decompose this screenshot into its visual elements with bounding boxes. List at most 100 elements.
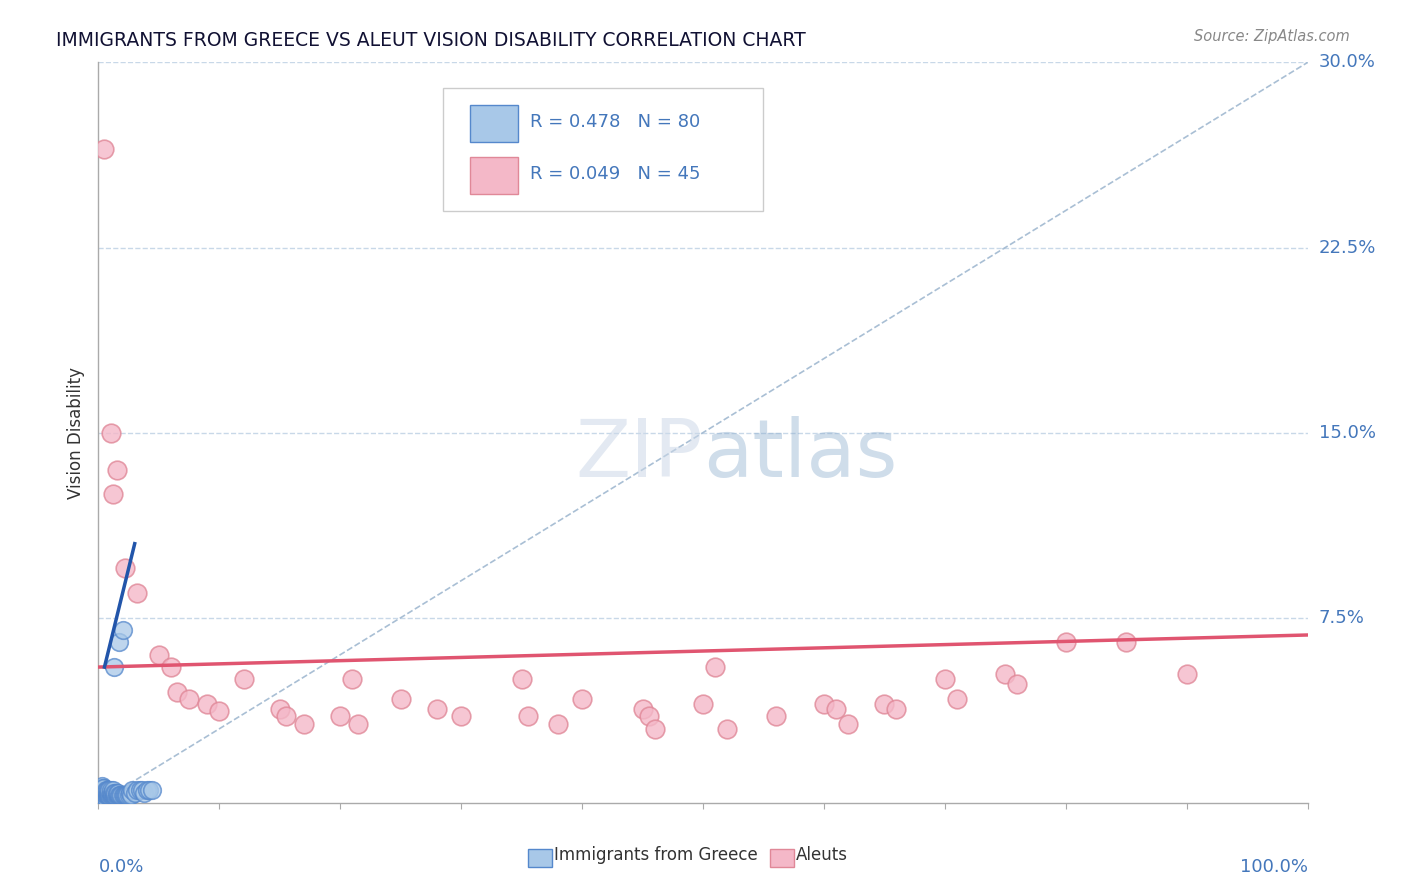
Point: [837, 716, 859, 731]
Point: [631, 702, 654, 716]
Point: [91, 793, 114, 807]
Point: [644, 722, 666, 736]
Point: [96, 789, 118, 803]
Text: 0.0%: 0.0%: [98, 858, 143, 876]
Point: [93, 790, 115, 805]
Point: [131, 783, 153, 797]
Point: [111, 623, 134, 637]
Point: [450, 709, 472, 723]
Text: 100.0%: 100.0%: [1240, 858, 1308, 876]
Point: [208, 705, 231, 719]
Point: [90, 780, 112, 795]
Text: Aleuts: Aleuts: [796, 846, 848, 863]
Point: [347, 716, 370, 731]
Point: [704, 660, 727, 674]
Point: [94, 786, 117, 800]
Point: [115, 789, 138, 803]
Text: R = 0.049   N = 45: R = 0.049 N = 45: [530, 165, 700, 183]
Point: [103, 660, 125, 674]
Point: [94, 790, 117, 805]
Point: [105, 786, 128, 800]
Point: [813, 697, 835, 711]
Bar: [470, 157, 517, 194]
Point: [91, 779, 114, 793]
Point: [426, 702, 449, 716]
Point: [100, 789, 122, 803]
Point: [100, 783, 122, 797]
Point: [160, 660, 183, 674]
Point: [91, 783, 114, 797]
Point: [127, 783, 149, 797]
Point: [96, 786, 118, 800]
Bar: [470, 105, 517, 143]
Point: [121, 783, 143, 797]
Point: [110, 789, 132, 803]
Point: [96, 783, 118, 797]
Point: [94, 789, 117, 803]
Point: [510, 673, 533, 687]
Text: Source: ZipAtlas.com: Source: ZipAtlas.com: [1194, 29, 1350, 44]
Point: [134, 786, 156, 800]
Point: [516, 709, 538, 723]
Point: [138, 783, 160, 797]
Point: [112, 789, 135, 803]
Point: [1115, 635, 1137, 649]
Point: [90, 793, 112, 807]
Point: [389, 692, 412, 706]
Point: [886, 702, 908, 716]
Point: [114, 789, 136, 803]
Point: [93, 142, 115, 156]
Point: [873, 697, 896, 711]
Point: [105, 462, 128, 476]
Text: Immigrants from Greece: Immigrants from Greece: [554, 846, 758, 863]
Point: [118, 786, 141, 800]
Point: [716, 722, 738, 736]
Point: [93, 783, 115, 797]
Point: [103, 789, 125, 803]
Point: [292, 716, 315, 731]
Point: [91, 783, 114, 797]
Text: atlas: atlas: [703, 416, 897, 494]
Point: [97, 789, 120, 803]
Point: [232, 673, 254, 687]
Point: [571, 692, 593, 706]
Point: [91, 793, 114, 807]
Point: [100, 425, 122, 440]
Point: [91, 789, 114, 803]
Bar: [769, 848, 793, 867]
Point: [103, 786, 125, 800]
Point: [108, 789, 131, 803]
Point: [114, 561, 136, 575]
Point: [93, 789, 115, 803]
Point: [91, 786, 114, 800]
Point: [100, 789, 122, 803]
Point: [97, 783, 120, 797]
Point: [765, 709, 787, 723]
Point: [89, 783, 111, 797]
Point: [1007, 677, 1029, 691]
Point: [274, 709, 297, 723]
Point: [93, 786, 115, 800]
Point: [91, 790, 114, 805]
Text: R = 0.478   N = 80: R = 0.478 N = 80: [530, 113, 700, 131]
Point: [124, 786, 146, 800]
Point: [994, 667, 1017, 681]
Point: [93, 780, 115, 795]
Point: [101, 487, 124, 501]
Point: [107, 789, 129, 803]
Point: [118, 789, 141, 803]
Point: [101, 786, 124, 800]
Text: 15.0%: 15.0%: [1319, 424, 1375, 442]
Point: [100, 786, 122, 800]
Text: IMMIGRANTS FROM GREECE VS ALEUT VISION DISABILITY CORRELATION CHART: IMMIGRANTS FROM GREECE VS ALEUT VISION D…: [56, 31, 806, 50]
Point: [179, 692, 201, 706]
Point: [141, 783, 163, 797]
Point: [89, 793, 111, 807]
FancyBboxPatch shape: [443, 88, 763, 211]
Point: [1175, 667, 1198, 681]
Point: [692, 697, 714, 711]
Point: [104, 789, 127, 803]
Point: [91, 780, 114, 795]
Point: [946, 692, 969, 706]
Point: [105, 789, 128, 803]
